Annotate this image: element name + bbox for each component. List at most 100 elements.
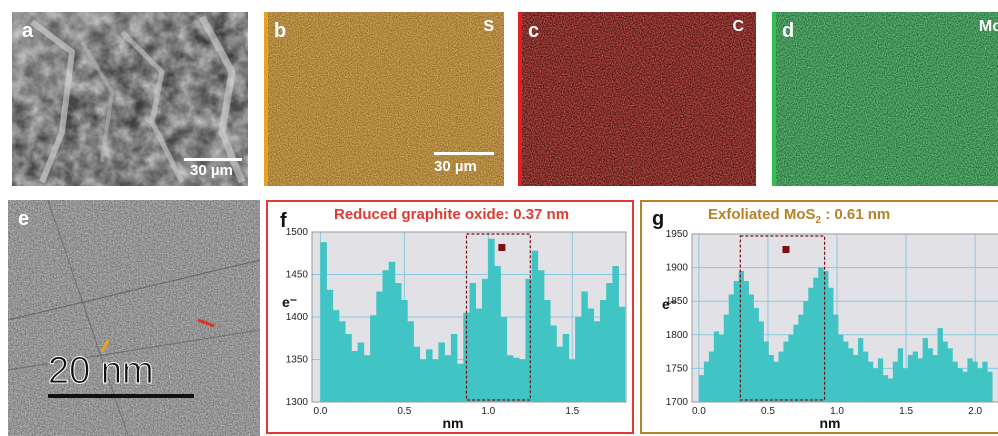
chart-f-bar xyxy=(488,238,495,402)
chart-g-bar xyxy=(793,324,799,402)
chart-f-bar xyxy=(506,355,514,402)
chart-g-bar xyxy=(853,354,859,402)
chart-f-bar xyxy=(432,359,439,402)
chart-f-bar xyxy=(550,325,557,402)
scale-bar-b xyxy=(434,152,494,155)
chart-f-bar xyxy=(450,334,458,402)
chart-f-bar xyxy=(475,308,483,402)
element-label-c: C xyxy=(732,18,744,35)
scale-bar-e xyxy=(48,394,194,398)
chart-g-box: Exfoliated MoS2 : 0.61 nm g 1700 1750 1800… xyxy=(640,200,998,434)
chart-g-bar xyxy=(877,358,884,402)
chart-g-plot-frame xyxy=(691,233,998,403)
chart-f-bar xyxy=(351,351,358,402)
chart-g-bar xyxy=(947,348,953,402)
sem-texture xyxy=(12,12,248,186)
chart-g-bar xyxy=(828,287,834,402)
chart-g-bar xyxy=(738,270,744,402)
scale-label-e: 20 nm xyxy=(48,350,155,393)
chart-f-highlight-box xyxy=(465,233,531,401)
chart-f-svg: 1300 1350 1400 1450 1500 0.0 0.5 1.0 1.5 nm e⁻ xyxy=(282,227,627,431)
chart-g-ylabel: e⁻ xyxy=(662,296,677,312)
chart-f-bar xyxy=(376,291,383,402)
chart-f-bar xyxy=(494,266,501,402)
chart-g-ytick-label: 1950 xyxy=(666,229,689,240)
chart-f-bar xyxy=(370,315,377,402)
chart-g-bar xyxy=(728,294,735,402)
chart-f-bar xyxy=(394,283,402,402)
chart-f-bar xyxy=(345,334,352,402)
chart-f-ytick-label: 1300 xyxy=(286,397,309,408)
chart-f-bar xyxy=(426,349,433,402)
chart-g-bar xyxy=(862,351,869,402)
chart-g-bar xyxy=(743,281,749,402)
chart-g-bar xyxy=(788,334,794,402)
chart-g-bar xyxy=(957,368,963,402)
chart-f-bar xyxy=(413,346,421,402)
chart-f-bar xyxy=(606,283,613,402)
element-label-s: S xyxy=(483,18,494,35)
eds-mo-texture xyxy=(772,12,998,186)
chart-f-bar xyxy=(587,308,595,402)
chart-g-xtick-label: 0.0 xyxy=(692,406,706,417)
chart-f-bar xyxy=(618,306,626,402)
chart-f-bar xyxy=(444,355,452,402)
panel-label-a: a xyxy=(22,20,34,42)
chart-f-bar xyxy=(326,289,334,402)
panel-label-b: b xyxy=(274,20,287,42)
chart-f-bar xyxy=(363,355,371,402)
chart-f-bar xyxy=(556,346,563,402)
chart-f-bar xyxy=(469,283,477,402)
chart-f-bar xyxy=(481,278,489,402)
chart-g-bar xyxy=(927,348,933,402)
chart-g-bar xyxy=(798,314,804,402)
chart-f-bar xyxy=(407,321,414,402)
chart-g-ytick-label: 1900 xyxy=(666,263,689,274)
panel-label-g: g xyxy=(652,208,665,230)
chart-f-bar xyxy=(382,270,390,402)
chart-f-title: Reduced graphite oxide: 0.37 nm xyxy=(334,206,570,223)
chart-g-bar xyxy=(733,281,739,402)
chart-g-bar xyxy=(823,270,829,402)
chart-g-bar xyxy=(977,368,983,402)
chart-g-bar xyxy=(768,354,774,402)
chart-g-bar xyxy=(723,314,730,402)
chart-g-bar xyxy=(703,361,710,402)
chart-g-bar xyxy=(763,341,769,402)
chart-g-bar xyxy=(987,371,993,402)
chart-g-bar xyxy=(982,361,988,402)
chart-g-title-sub: 2 xyxy=(815,215,822,226)
chart-g-bar xyxy=(833,314,839,402)
chart-f-bar xyxy=(568,359,576,402)
lattice-mark-orange xyxy=(100,339,110,353)
panel-label-d: d xyxy=(782,20,795,42)
chart-g-bar xyxy=(867,361,874,402)
chart-g-bar xyxy=(713,331,720,402)
chart-g-bar xyxy=(778,351,784,402)
chart-f-bar xyxy=(612,266,619,402)
chart-g-xtick-label: 1.5 xyxy=(899,406,913,417)
chart-g-bar xyxy=(907,354,914,402)
chart-f-bar xyxy=(438,342,445,402)
chart-g-bar xyxy=(813,277,819,402)
chart-f-bar xyxy=(500,317,508,402)
chart-g-bar xyxy=(872,368,879,402)
eds-map-s-panel: b S 30 µm xyxy=(264,12,504,186)
chart-g-title-main: Exfoliated MoS xyxy=(708,206,816,223)
chart-f-bar xyxy=(519,359,526,402)
chart-g-bar xyxy=(942,341,948,402)
tem-image-panel: e 20 nm xyxy=(8,200,260,436)
sem-image-panel: a 30 µm xyxy=(12,12,248,186)
panel-label-f: f xyxy=(280,210,287,232)
chart-g-bar xyxy=(917,358,923,402)
chart-f-bar xyxy=(419,359,427,402)
chart-f-ytick-label: 1350 xyxy=(286,355,309,366)
chart-f-bar xyxy=(512,357,520,402)
chart-g-title-rest: : 0.61 nm xyxy=(821,206,891,223)
chart-g-xtick-label: 2.0 xyxy=(968,406,982,417)
lattice-mark-red xyxy=(197,318,215,328)
chart-g-bar xyxy=(708,351,715,402)
chart-f-xtick-label: 1.0 xyxy=(481,406,495,417)
chart-f-xlabel: nm xyxy=(443,415,464,431)
chart-f-bar xyxy=(562,334,570,402)
